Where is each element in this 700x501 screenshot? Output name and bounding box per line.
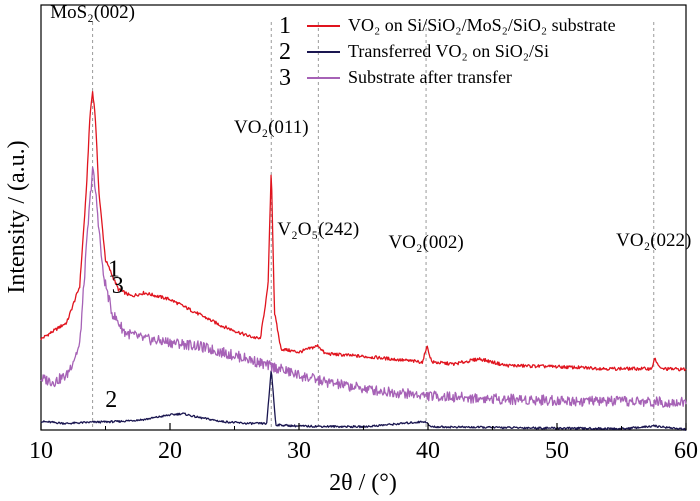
legend-entry: VO₂ on Si/SiO₂/MoS₂/SiO₂ substrate [348, 15, 616, 35]
peak-labels: MoS₂(002) VO₂(011) V₂O₅(242) VO₂(002) VO₂(02… [50, 2, 691, 253]
x-axis: 10 20 30 40 50 60 [29, 423, 698, 464]
peak-guide-lines [92, 22, 655, 430]
series-1-line [40, 90, 687, 372]
legend-number: 1 [279, 13, 291, 39]
curve-number-label: 3 [112, 273, 124, 299]
peak-label: VO₂(002) [388, 232, 463, 253]
series-3-line [40, 166, 687, 408]
x-tick-label: 40 [416, 438, 440, 464]
legend-number: 3 [279, 65, 291, 91]
legend-entry: Transferred VO₂ on SiO₂/Si [348, 41, 549, 61]
x-tick-label: 50 [545, 438, 569, 464]
legend-entry: Substrate after transfer [348, 67, 512, 87]
peak-label: VO₂(022) [616, 230, 691, 251]
legend-number: 2 [279, 39, 291, 65]
x-tick-label: 10 [29, 438, 53, 464]
x-tick-label: 30 [287, 438, 311, 464]
peak-label: VO₂(011) [234, 117, 309, 138]
series-2-line [40, 370, 687, 431]
peak-label: MoS₂(002) [50, 2, 135, 23]
curve-number-label: 1 [108, 256, 120, 282]
legend: 1 VO₂ on Si/SiO₂/MoS₂/SiO₂ substrate 2 Tran… [279, 13, 616, 91]
curve-labels: 1 2 3 [105, 256, 123, 413]
curve-number-label: 2 [105, 387, 117, 413]
x-axis-label: 2θ / (°) [329, 470, 397, 496]
peak-label: V₂O₅(242) [277, 219, 359, 240]
x-tick-label: 60 [674, 438, 698, 464]
series-layer [40, 90, 687, 431]
x-tick-label: 20 [158, 438, 182, 464]
y-axis-label: Intensity / (a.u.) [4, 140, 30, 293]
